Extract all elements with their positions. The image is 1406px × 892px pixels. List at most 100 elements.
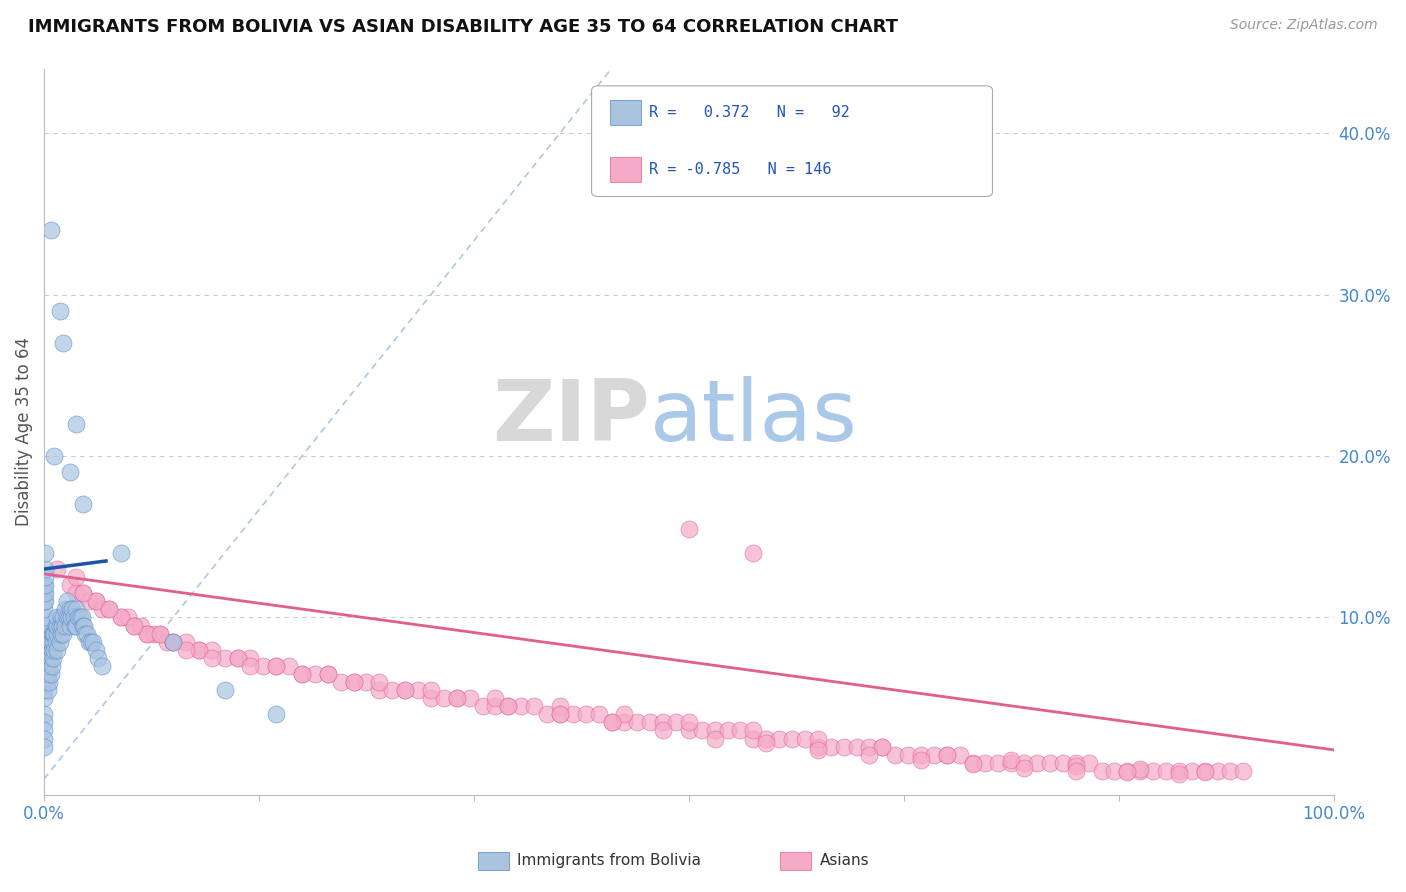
Point — [703, 723, 725, 738]
Point — [1194, 764, 1216, 778]
Point — [97, 602, 120, 616]
Point — [1167, 767, 1189, 781]
Point — [32, 691, 55, 706]
Point — [32, 707, 55, 722]
Point — [394, 683, 416, 698]
Point — [600, 715, 623, 730]
Point — [1116, 764, 1139, 778]
Text: Source: ZipAtlas.com: Source: ZipAtlas.com — [1230, 18, 1378, 32]
Point — [72, 498, 94, 512]
Point — [678, 715, 700, 730]
Point — [690, 723, 713, 738]
Point — [201, 642, 224, 657]
Point — [38, 642, 60, 657]
Point — [755, 731, 778, 746]
Point — [32, 618, 55, 632]
Point — [214, 683, 236, 698]
Point — [32, 659, 55, 673]
Point — [32, 602, 55, 616]
Point — [65, 602, 87, 616]
Point — [35, 675, 58, 690]
Point — [742, 723, 765, 738]
Point — [638, 715, 661, 730]
Point — [32, 723, 55, 738]
Point — [807, 739, 830, 754]
Text: ZIP: ZIP — [492, 376, 650, 458]
Point — [65, 618, 87, 632]
Point — [910, 747, 932, 762]
Point — [142, 626, 165, 640]
Point — [46, 562, 69, 576]
Point — [458, 691, 481, 706]
Point — [52, 610, 75, 624]
Point — [60, 610, 83, 624]
Point — [51, 618, 73, 632]
Point — [58, 610, 80, 624]
Point — [62, 610, 84, 624]
Point — [69, 610, 91, 624]
Point — [129, 618, 152, 632]
Point — [174, 634, 197, 648]
Point — [79, 634, 101, 648]
Point — [32, 594, 55, 608]
Point — [768, 731, 790, 746]
Point — [974, 756, 997, 770]
Point — [75, 626, 97, 640]
Point — [34, 546, 56, 560]
Point — [613, 715, 636, 730]
Point — [1167, 764, 1189, 778]
Point — [678, 522, 700, 536]
Point — [38, 659, 60, 673]
Point — [38, 634, 60, 648]
Point — [742, 731, 765, 746]
Point — [32, 626, 55, 640]
Point — [1181, 764, 1204, 778]
Point — [201, 650, 224, 665]
Point — [46, 642, 69, 657]
Point — [949, 747, 972, 762]
Point — [110, 546, 132, 560]
Point — [34, 586, 56, 600]
Point — [1039, 756, 1062, 770]
Point — [730, 723, 752, 738]
Point — [65, 417, 87, 431]
Point — [41, 642, 63, 657]
Point — [1000, 753, 1022, 767]
Point — [1104, 764, 1126, 778]
Point — [316, 667, 339, 681]
Point — [72, 586, 94, 600]
Point — [32, 586, 55, 600]
Point — [34, 578, 56, 592]
Point — [872, 739, 894, 754]
Point — [264, 659, 287, 673]
Point — [38, 675, 60, 690]
Point — [32, 683, 55, 698]
Text: Immigrants from Bolivia: Immigrants from Bolivia — [517, 854, 702, 868]
Point — [342, 675, 364, 690]
Point — [703, 731, 725, 746]
Point — [56, 610, 79, 624]
Point — [1064, 759, 1087, 773]
Point — [1129, 764, 1152, 778]
Point — [239, 659, 262, 673]
Point — [65, 586, 87, 600]
Point — [922, 747, 945, 762]
Point — [484, 699, 506, 714]
Point — [1194, 765, 1216, 780]
Point — [884, 747, 907, 762]
Point — [97, 602, 120, 616]
Point — [45, 618, 67, 632]
Point — [935, 747, 957, 762]
Point — [239, 650, 262, 665]
Point — [53, 618, 76, 632]
Point — [162, 634, 184, 648]
Point — [66, 610, 89, 624]
Point — [77, 634, 100, 648]
Point — [1064, 764, 1087, 778]
Point — [214, 650, 236, 665]
Point — [1026, 756, 1049, 770]
Point — [48, 634, 70, 648]
Point — [652, 715, 675, 730]
Point — [37, 650, 59, 665]
Point — [84, 642, 107, 657]
